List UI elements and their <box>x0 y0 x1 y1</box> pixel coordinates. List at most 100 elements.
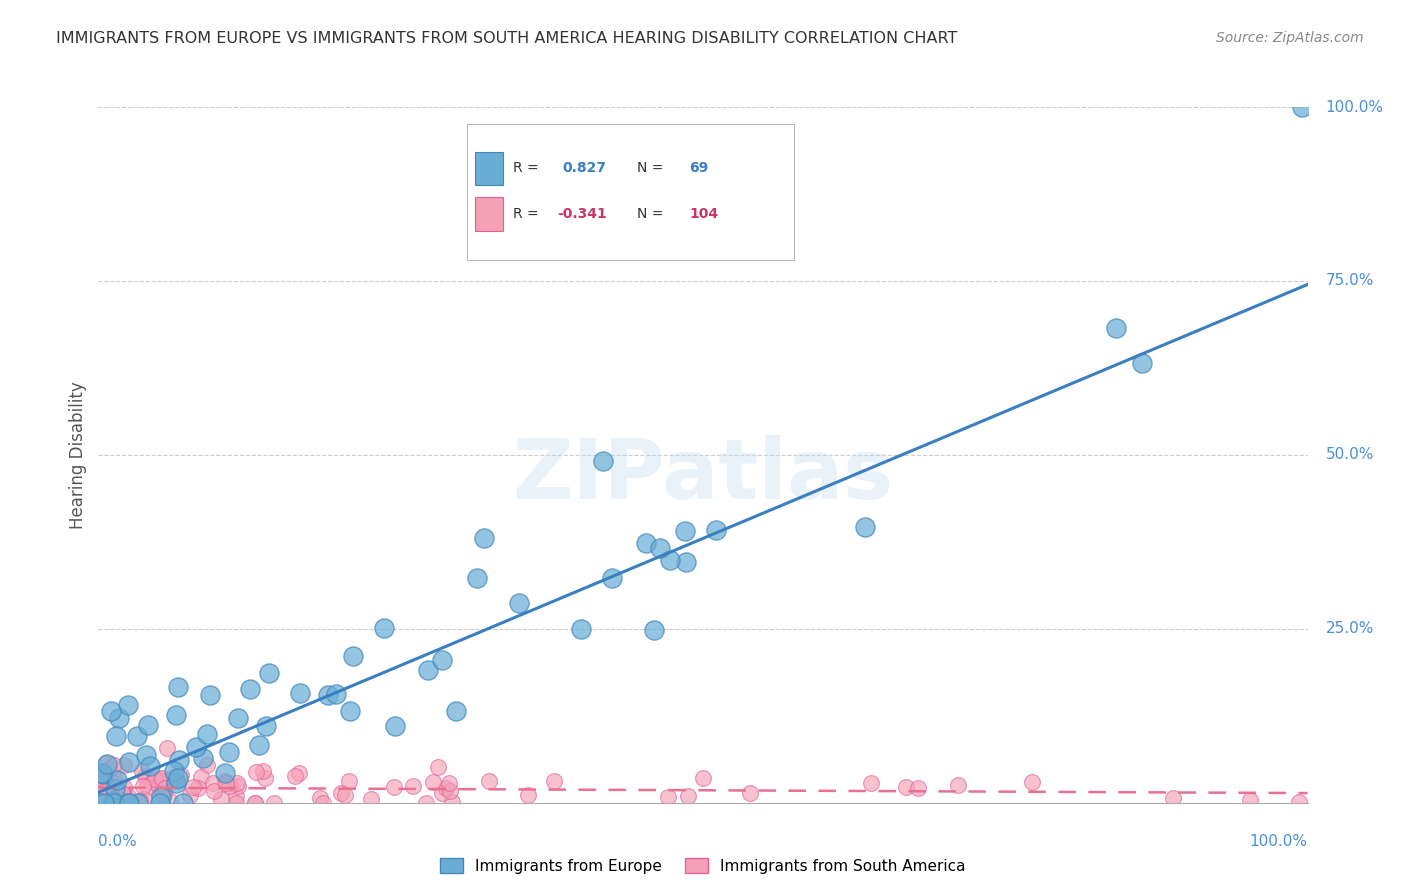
Point <box>853 520 876 534</box>
Point <box>87 793 110 807</box>
Point <box>181 780 204 795</box>
Text: 75.0%: 75.0% <box>1326 274 1374 288</box>
Point <box>309 791 332 805</box>
Text: 25.0%: 25.0% <box>1326 622 1374 636</box>
Point <box>859 776 882 790</box>
Point <box>93 770 115 784</box>
Point <box>209 791 232 805</box>
Point <box>214 766 236 780</box>
Point <box>673 524 696 538</box>
Point <box>225 789 247 803</box>
Point <box>650 541 672 555</box>
Point <box>100 704 122 718</box>
Point <box>225 796 247 810</box>
Point <box>659 553 682 567</box>
Point <box>157 772 180 787</box>
Point <box>434 780 457 795</box>
Point <box>226 779 249 793</box>
Point <box>439 776 461 790</box>
Point <box>692 772 714 786</box>
Point <box>339 704 361 718</box>
Point <box>117 789 139 803</box>
Point <box>325 687 347 701</box>
Point <box>1021 775 1043 789</box>
Point <box>187 780 209 795</box>
Point <box>165 707 187 722</box>
Point <box>165 776 187 790</box>
Point <box>657 789 679 804</box>
Point <box>111 786 134 800</box>
Point <box>139 759 162 773</box>
Point <box>335 788 357 802</box>
Point <box>704 523 727 537</box>
Point <box>592 453 614 467</box>
Point <box>215 776 238 790</box>
Point <box>98 781 121 796</box>
Point <box>101 796 124 810</box>
Point <box>112 758 135 772</box>
Point <box>166 771 188 785</box>
Text: 0.0%: 0.0% <box>98 834 138 849</box>
Point <box>104 788 127 802</box>
Point <box>634 535 657 549</box>
Point <box>89 796 111 810</box>
Point <box>1239 793 1261 807</box>
Point <box>254 772 277 786</box>
Point <box>91 766 114 780</box>
Point <box>127 796 149 810</box>
Point <box>98 784 121 798</box>
Point <box>117 796 139 810</box>
Text: Source: ZipAtlas.com: Source: ZipAtlas.com <box>1216 31 1364 45</box>
Point <box>105 772 128 787</box>
Point <box>1291 100 1313 114</box>
Point <box>516 789 538 803</box>
Point <box>288 766 311 780</box>
Point <box>465 571 488 585</box>
Point <box>87 787 110 801</box>
Point <box>104 781 127 796</box>
Point <box>100 775 122 789</box>
Y-axis label: Hearing Disability: Hearing Disability <box>69 381 87 529</box>
Point <box>101 794 124 808</box>
Point <box>111 790 134 805</box>
Point <box>214 773 236 788</box>
Legend: Immigrants from Europe, Immigrants from South America: Immigrants from Europe, Immigrants from … <box>434 852 972 880</box>
Point <box>136 780 159 794</box>
Point <box>150 774 173 789</box>
Point <box>430 652 453 666</box>
Point <box>312 796 335 810</box>
Point <box>98 762 121 776</box>
Point <box>600 571 623 585</box>
Point <box>198 689 221 703</box>
Point <box>252 764 274 779</box>
Point <box>112 780 135 794</box>
Point <box>643 624 665 638</box>
Point <box>96 786 118 800</box>
Text: IMMIGRANTS FROM EUROPE VS IMMIGRANTS FROM SOUTH AMERICA HEARING DISABILITY CORRE: IMMIGRANTS FROM EUROPE VS IMMIGRANTS FRO… <box>56 31 957 46</box>
Point <box>384 719 406 733</box>
Point <box>90 775 112 789</box>
Text: 50.0%: 50.0% <box>1326 448 1374 462</box>
Point <box>143 772 166 786</box>
Text: 100.0%: 100.0% <box>1250 834 1308 849</box>
Point <box>418 663 440 677</box>
Point <box>201 776 224 790</box>
Point <box>226 710 249 724</box>
Point <box>1105 321 1128 335</box>
Point <box>128 794 150 808</box>
Point <box>263 796 285 810</box>
Point <box>676 789 699 804</box>
Point <box>219 779 242 793</box>
Point <box>118 755 141 769</box>
Point <box>257 666 280 681</box>
Point <box>103 796 125 810</box>
Point <box>1161 790 1184 805</box>
Point <box>93 773 115 788</box>
Point <box>430 786 453 800</box>
Point <box>131 764 153 779</box>
Point <box>148 780 170 795</box>
Point <box>105 796 128 810</box>
Point <box>239 682 262 697</box>
Point <box>179 788 201 802</box>
Point <box>569 622 592 636</box>
